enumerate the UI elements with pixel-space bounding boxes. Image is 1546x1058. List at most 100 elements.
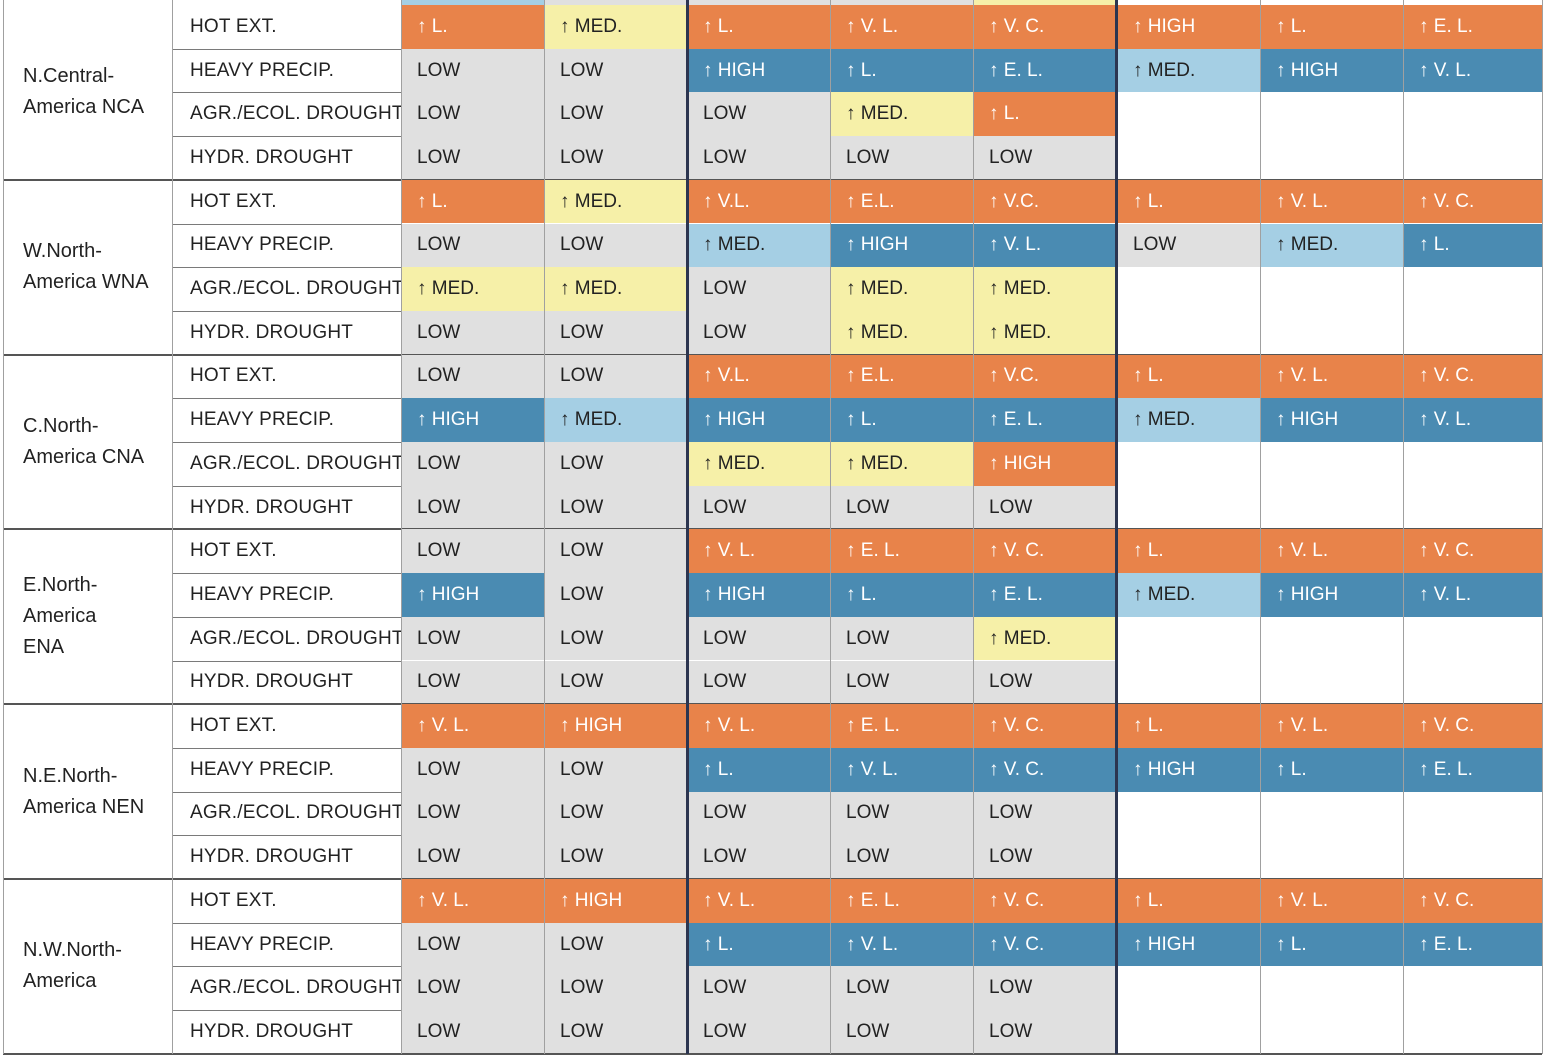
value-cell: LOW <box>544 136 687 180</box>
value-cell: ↑ L. <box>1117 879 1260 923</box>
value-cell <box>1260 442 1403 486</box>
region-label: E.North-America ENA <box>23 574 98 659</box>
hazard-label: HEAVY PRECIP. <box>190 409 335 431</box>
value-cell: LOW <box>973 136 1117 180</box>
value-cell: ↑ V. C. <box>1403 354 1542 399</box>
value-cell <box>1403 616 1542 661</box>
value-cell <box>1260 267 1403 311</box>
value-cell: LOW <box>687 660 830 705</box>
value-cell: LOW <box>544 573 687 617</box>
column-divider <box>973 0 974 1054</box>
value-cell: LOW <box>687 616 830 661</box>
value-cell: ↑ E. L. <box>830 704 973 748</box>
top-strip-cell <box>1117 0 1260 5</box>
value-cell: ↑ MED. <box>1260 223 1403 268</box>
value-cell: ↑ HIGH <box>1260 48 1403 93</box>
value-cell: LOW <box>544 922 687 967</box>
value-cell: ↑ V.L. <box>687 179 830 224</box>
value-cell <box>1117 791 1260 836</box>
value-cell: ↑ V. L. <box>1260 179 1403 224</box>
value-cell: ↑ V. L. <box>1403 48 1542 93</box>
value-cell: LOW <box>544 92 687 137</box>
hazard-label: AGR./ECOL. DROUGHT <box>190 103 404 125</box>
top-strip-cell <box>544 0 687 5</box>
left-border <box>3 0 4 1054</box>
value-cell <box>1403 835 1542 879</box>
value-cell <box>1403 442 1542 486</box>
value-cell: ↑ V. L. <box>687 529 830 574</box>
value-cell: ↑ V. C. <box>1403 529 1542 574</box>
value-cell: LOW <box>687 136 830 180</box>
value-cell: ↑ E.L. <box>830 354 973 399</box>
value-cell: ↑ V. C. <box>973 922 1117 967</box>
column-divider <box>544 0 545 1054</box>
region-label: N.Central- America NCA <box>23 65 145 119</box>
column-divider <box>1260 0 1261 1054</box>
column-divider <box>1403 0 1404 1054</box>
value-cell: ↑ V. L. <box>1260 354 1403 399</box>
value-cell: ↑ MED. <box>544 267 687 311</box>
value-cell: LOW <box>687 310 830 355</box>
value-cell: LOW <box>830 791 973 836</box>
value-cell: ↑ L. <box>401 5 544 49</box>
value-cell: ↑ V. C. <box>1403 179 1542 224</box>
value-cell: ↑ V. C. <box>1403 704 1542 748</box>
top-strip-cell <box>401 0 544 5</box>
value-cell: ↑ V. L. <box>687 704 830 748</box>
region-label: N.W.North- America <box>23 939 122 993</box>
value-cell: LOW <box>401 922 544 967</box>
value-cell: ↑ L. <box>1117 529 1260 574</box>
value-cell: LOW <box>973 966 1117 1011</box>
value-cell: LOW <box>687 791 830 836</box>
value-cell <box>1260 1010 1403 1054</box>
value-cell <box>1117 442 1260 486</box>
group-divider <box>686 0 689 1054</box>
hazard-label: HEAVY PRECIP. <box>190 234 335 256</box>
right-border <box>1542 0 1543 1054</box>
value-cell: ↑ V. L. <box>1260 879 1403 923</box>
value-cell: LOW <box>544 48 687 93</box>
value-cell: ↑ MED. <box>973 267 1117 311</box>
value-cell: LOW <box>687 267 830 311</box>
value-cell: LOW <box>401 529 544 574</box>
region-label: C.North- America CNA <box>23 414 145 468</box>
value-cell: LOW <box>544 223 687 268</box>
value-cell: ↑ V. L. <box>830 922 973 967</box>
hazard-label: HYDR. DROUGHT <box>190 496 354 518</box>
value-cell: ↑ V. C. <box>1403 879 1542 923</box>
value-cell: ↑ L. <box>1260 922 1403 967</box>
value-cell: ↑ HIGH <box>1117 922 1260 967</box>
value-cell: ↑ V.L. <box>687 354 830 399</box>
value-cell: LOW <box>830 1010 973 1054</box>
value-cell: ↑ MED. <box>687 442 830 486</box>
value-cell: LOW <box>401 835 544 879</box>
value-cell: ↑ L. <box>687 922 830 967</box>
value-cell: LOW <box>401 136 544 180</box>
value-cell: LOW <box>687 485 830 530</box>
value-cell: ↑ MED. <box>401 267 544 311</box>
value-cell: ↑ E. L. <box>1403 5 1542 49</box>
value-cell: LOW <box>973 835 1117 879</box>
value-cell <box>1260 92 1403 137</box>
value-cell: LOW <box>830 835 973 879</box>
value-cell <box>1260 616 1403 661</box>
value-cell: LOW <box>1117 223 1260 268</box>
value-cell <box>1403 791 1542 836</box>
value-cell: ↑ MED. <box>544 398 687 442</box>
value-cell: ↑ HIGH <box>1260 573 1403 617</box>
value-cell: LOW <box>401 442 544 486</box>
hazard-label: HYDR. DROUGHT <box>190 146 354 168</box>
value-cell: LOW <box>973 1010 1117 1054</box>
hazard-label: HOT EXT. <box>190 540 277 562</box>
value-cell <box>1403 485 1542 530</box>
value-cell: ↑ E. L. <box>830 879 973 923</box>
value-cell: LOW <box>544 747 687 792</box>
value-cell: ↑ E. L. <box>973 398 1117 442</box>
value-cell: ↑ MED. <box>973 616 1117 661</box>
value-cell <box>1403 92 1542 137</box>
region-divider <box>3 1052 1542 1055</box>
value-cell: ↑ MED. <box>830 267 973 311</box>
hazard-label: AGR./ECOL. DROUGHT <box>190 802 404 824</box>
value-cell: LOW <box>544 791 687 836</box>
